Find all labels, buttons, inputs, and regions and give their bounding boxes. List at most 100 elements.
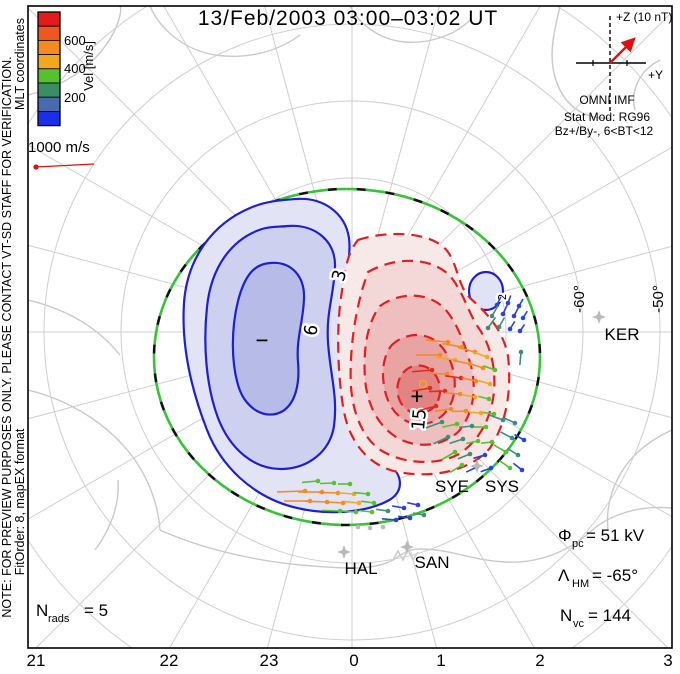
velocity-vector-tail xyxy=(444,392,461,395)
velocity-vector-dot xyxy=(369,509,375,515)
velocity-vector-tail xyxy=(493,444,507,453)
potential-minimum-marker: − xyxy=(256,328,269,352)
velocity-vector-dot xyxy=(353,509,359,515)
velocity-vector-tail xyxy=(489,414,504,421)
velocity-vector-dot xyxy=(478,410,484,416)
velocity-vector-dot xyxy=(335,490,341,496)
vector-key: 1000 m/s xyxy=(28,139,95,170)
velocity-vector-dot xyxy=(347,481,353,487)
imf-y-label: +Y xyxy=(648,68,663,82)
side-notes: NOTE: FOR PREVIEW PURPOSES ONLY. PLEASE … xyxy=(0,18,27,618)
latitude-labels: -60° -50° xyxy=(571,285,667,313)
mlt-axis-label: 22 xyxy=(160,651,179,670)
station-label-san: SAN xyxy=(415,553,450,572)
velocity-vector-dot xyxy=(489,313,495,319)
velocity-vector-tail xyxy=(462,377,477,382)
velocity-vector-dot xyxy=(393,517,399,523)
velocity-vector-tail xyxy=(317,491,339,494)
positive-potential-contours xyxy=(337,232,511,476)
station-label-hal: HAL xyxy=(344,559,377,578)
velocity-vector-dot xyxy=(367,525,373,531)
mlt-axis-label: 21 xyxy=(27,651,46,670)
station-label-ker: KER xyxy=(605,325,640,344)
velocity-vector-tail xyxy=(442,342,463,348)
preview-note: NOTE: FOR PREVIEW PURPOSES ONLY. PLEASE … xyxy=(0,56,14,617)
velocity-vector-tail xyxy=(469,362,484,369)
phi-pc-symbol: Φ xyxy=(558,526,572,545)
velocity-vector-dot xyxy=(380,524,386,530)
velocity-vectors xyxy=(276,295,528,531)
imf-source-label: OMNI IMF xyxy=(579,93,634,107)
velocity-vector-dot xyxy=(487,381,493,387)
imf-dial: +Z (10 nT) +Y OMNI IMF Stat Mod: RG96 Bz… xyxy=(555,10,673,138)
velocity-vector-dot xyxy=(463,408,469,414)
velocity-vector-dot xyxy=(356,500,362,506)
velocity-colorbar: 600 400 200 Vel [m/s] xyxy=(37,11,96,127)
velocity-vector-dot xyxy=(488,465,494,471)
velocity-vector-dot xyxy=(492,367,498,373)
velocity-vector-tail xyxy=(457,346,476,353)
velocity-vector-dot xyxy=(507,465,513,471)
radar-site-star xyxy=(470,459,484,473)
velocity-vector-tail xyxy=(453,359,471,365)
velocity-vector-dot xyxy=(454,421,460,427)
velocity-vector-dot xyxy=(437,352,443,358)
imf-z-label: +Z (10 nT) xyxy=(616,10,672,24)
latitude-circle xyxy=(120,100,584,564)
vector-key-label: 1000 m/s xyxy=(28,139,90,156)
velocity-vector-dot xyxy=(407,515,413,521)
imf-condition-label: Bz+/By-, 6<BT<12 xyxy=(555,124,654,138)
stats-block: Φ pc = 51 kV Λ HM = -65° N vc = 144 N ra… xyxy=(36,526,645,630)
colorbar-tick-200: 200 xyxy=(64,90,86,105)
velocity-vector-dot xyxy=(371,500,377,506)
velocity-vector-dot xyxy=(503,449,509,455)
n-vc-subscript: vc xyxy=(573,618,585,630)
velocity-vector-tail xyxy=(353,491,369,495)
velocity-vector-tail xyxy=(428,372,448,375)
velocity-vector-dot xyxy=(519,467,525,473)
lambda-hm-symbol: Λ xyxy=(558,566,570,585)
velocity-vector-tail xyxy=(276,490,306,493)
velocity-vector-dot xyxy=(457,391,463,397)
velocity-vector-dot xyxy=(515,452,521,458)
velocity-vector-dot xyxy=(445,339,451,345)
velocity-vector-dot xyxy=(485,325,491,331)
station-labels: KER SYE SYS HAL SAN xyxy=(344,325,639,578)
lat-label-50: -50° xyxy=(650,285,667,313)
coordinates-note: MLT coordinates xyxy=(13,18,27,110)
velocity-vector-dot xyxy=(315,478,321,484)
colorbar-segment xyxy=(37,54,61,70)
velocity-vector-dot xyxy=(496,324,502,330)
velocity-vector-tail xyxy=(321,509,341,512)
velocity-vector-dot xyxy=(520,315,526,321)
n-rads-value: = 5 xyxy=(84,601,108,620)
velocity-vector-tail xyxy=(304,500,328,503)
vector-origin-ring xyxy=(418,379,428,389)
radar-site-stars xyxy=(337,310,606,559)
mlt-axis-label: 3 xyxy=(663,651,672,670)
velocity-vector-tail xyxy=(337,492,355,495)
velocity-vector-dot xyxy=(448,406,454,412)
velocity-vector-tail xyxy=(449,438,464,445)
contour-label-2: 2 xyxy=(496,294,509,301)
colorbar-segment xyxy=(37,111,61,127)
velocity-vector-dot xyxy=(459,462,465,468)
lambda-hm-value: = -65° xyxy=(592,566,638,585)
velocity-vector-dot xyxy=(460,436,466,442)
velocity-vector-dot xyxy=(507,326,513,332)
velocity-vector-dot xyxy=(445,434,451,440)
hm-boundary xyxy=(152,187,542,527)
velocity-vector-dot xyxy=(486,396,492,402)
n-vc-value: = 144 xyxy=(588,606,631,625)
radar-site-star xyxy=(337,545,351,559)
velocity-vector-tail xyxy=(425,421,443,429)
velocity-vector-tail xyxy=(445,374,462,379)
mlt-axis-label: 0 xyxy=(349,651,358,670)
vector-key-line xyxy=(35,163,95,168)
velocity-vector-dot xyxy=(500,417,506,423)
mlt-axis-labels: 21 22 23 0 1 2 3 xyxy=(27,651,673,670)
velocity-vector-dot xyxy=(452,449,458,455)
velocity-vector-dot xyxy=(401,505,407,511)
velocity-vector-dot xyxy=(489,439,495,445)
